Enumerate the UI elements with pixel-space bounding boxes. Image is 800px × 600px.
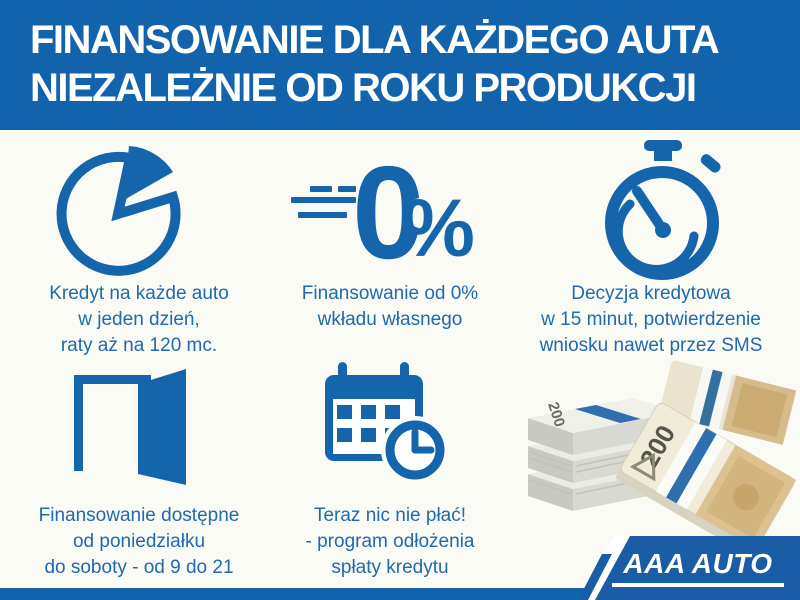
percent-glyph: % (402, 183, 475, 274)
zero-percent-icon: 0 % (280, 147, 492, 280)
calendar-clock-icon (320, 358, 480, 498)
header-title-line1: FINANSOWANIE DLA KAŻDEGO AUTA (30, 18, 720, 62)
header-title-line2: NIEZALEŻNIE OD ROKU PRODUKCJI (30, 66, 697, 110)
banknote-value-back: 200 (544, 400, 568, 429)
banknote-bundle-front: 200 (615, 402, 797, 557)
caption-financing: Finansowanie od 0% wkładu własnego (301, 283, 479, 330)
banknote-bundle-back (659, 360, 797, 445)
caption-decision: Decyzja kredytowa w 15 minut, potwierdze… (539, 283, 763, 356)
speed-line (338, 186, 356, 192)
brand-logo: AAA AUTO (612, 548, 784, 587)
caption-availability: Finansowanie dostępne od poniedziałku do… (38, 505, 240, 578)
caption-deferral: Teraz nic nie płać! - program odłożenia … (305, 505, 475, 578)
open-door-icon (68, 362, 198, 497)
percent-halo (406, 198, 436, 228)
speed-line (310, 186, 332, 192)
caption-credit: Kredyt na każde auto w jeden dzień, raty… (49, 283, 229, 356)
speed-line (298, 212, 347, 218)
money-stacks-photo: 200 200 (510, 356, 800, 557)
stopwatch-icon (592, 138, 742, 291)
pie-chart-icon (48, 140, 188, 285)
header-banner: FINANSOWANIE DLA KAŻDEGO AUTA NIEZALEŻNI… (0, 0, 800, 130)
banner-sliver (578, 554, 612, 600)
speed-line (291, 197, 356, 203)
